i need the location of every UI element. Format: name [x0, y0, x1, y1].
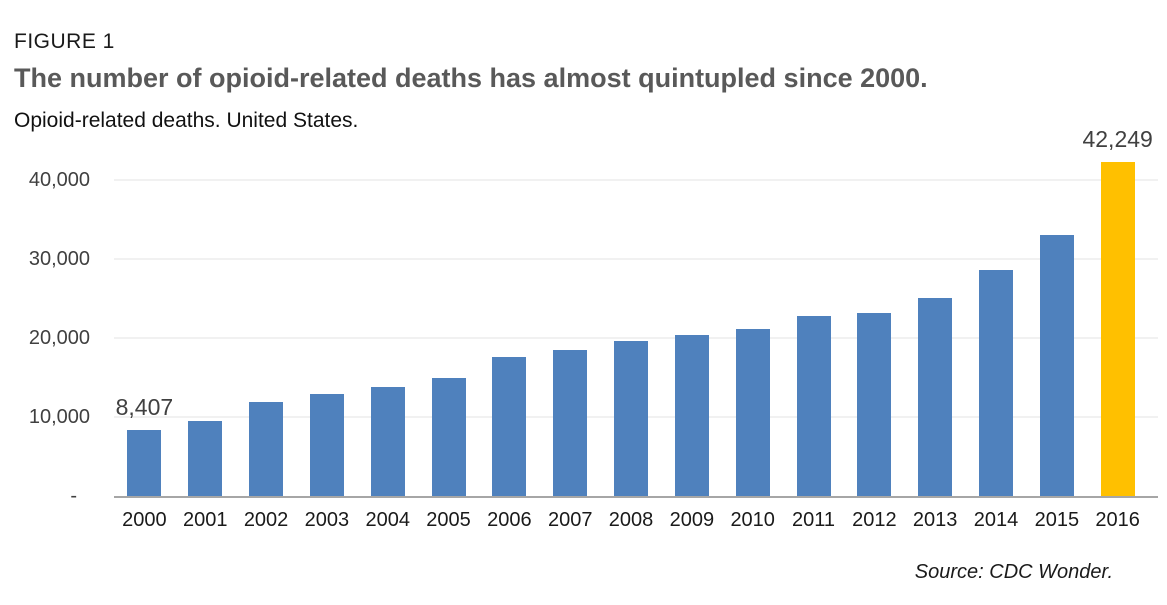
bar-2013: [918, 298, 953, 496]
x-tick-label-2015: 2015: [1034, 509, 1080, 531]
bar-slot-2009: [661, 180, 722, 496]
bar-2008: [614, 341, 649, 496]
x-tick-label-2009: 2009: [669, 509, 715, 531]
bar-slot-2002: [236, 180, 297, 496]
x-tick-label-2001: 2001: [182, 509, 228, 531]
x-tick-label-2000: 2000: [122, 509, 167, 531]
bar-2007: [553, 349, 588, 496]
x-tick-label-2008: 2008: [608, 509, 654, 531]
bar-slot-2012: [844, 180, 905, 496]
gridline: [114, 179, 1158, 181]
bar-slot-2001: [175, 180, 236, 496]
chart-title: The number of opioid-related deaths has …: [14, 63, 928, 93]
x-axis: 2000 2001 2002 2003 2004 2005 2006 2007 2008 2009…: [114, 509, 1148, 532]
bar-2003: [309, 393, 344, 496]
x-tick-label-2012: 2012: [852, 509, 897, 531]
value-label-2016: 42,249: [1082, 126, 1153, 153]
y-tick-label: 20,000: [28, 327, 90, 349]
bar-slot-2010: [722, 180, 783, 496]
x-tick-label-2005: 2005: [426, 509, 471, 531]
y-tick-label: 40,000: [28, 169, 90, 191]
x-tick-label-2013: 2013: [912, 509, 958, 531]
x-tick-label-2006: 2006: [487, 509, 532, 531]
x-tick-label-2002: 2002: [243, 509, 289, 531]
y-tick-label: 10,000: [28, 406, 90, 428]
bar-2010: [735, 329, 770, 496]
bar-slot-2014: [966, 180, 1027, 496]
bar-2009: [674, 334, 709, 496]
bar-slot-2007: [540, 180, 601, 496]
chart-subtitle: Opioid-related deaths. United States.: [14, 109, 359, 132]
bar-2014: [979, 269, 1013, 496]
bar-2011: [796, 316, 831, 496]
figure-label: FIGURE 1: [14, 30, 115, 53]
x-tick-label-2010: 2010: [730, 509, 775, 531]
x-tick-label-2007: 2007: [547, 509, 593, 531]
bar-slot-2016: 42,249: [1082, 126, 1153, 496]
bar-slot-2015: [1026, 180, 1087, 496]
x-tick-label-2011: 2011: [792, 509, 836, 531]
bar-slot-2000: 8,407: [114, 180, 175, 496]
x-tick-label-2014: 2014: [973, 509, 1019, 531]
bar-slot-2005: [418, 180, 479, 496]
y-tick-label: 30,000: [28, 248, 90, 270]
x-tick-label-2016: 2016: [1095, 509, 1140, 531]
value-label-2000: 8,407: [115, 393, 174, 420]
bar-slot-2004: [357, 180, 418, 496]
bar-2016: [1100, 162, 1135, 496]
bar-slot-2008: [601, 180, 662, 496]
gridline: [114, 337, 1158, 339]
bar-2006: [492, 357, 527, 496]
bar-slot-2006: [479, 180, 540, 496]
bar-2005: [431, 378, 466, 496]
bar-2015: [1039, 234, 1074, 496]
bar-slot-2013: [905, 180, 966, 496]
x-tick-label-2004: 2004: [365, 509, 410, 531]
bar-2012: [857, 313, 892, 496]
y-tick-label: -: [70, 485, 77, 507]
bar-slot-2003: [296, 180, 357, 496]
bar-slot-2011: [783, 180, 844, 496]
bar-2000: [127, 429, 162, 496]
bar-chart-plot-area: 8,407 42,249: [114, 126, 1158, 498]
x-axis-line: [114, 496, 1158, 498]
bar-series: 8,407 42,249: [114, 126, 1153, 496]
source-note: Source: CDC Wonder.: [914, 561, 1113, 583]
bar-2002: [249, 401, 284, 496]
bar-2001: [188, 421, 223, 496]
bar-2004: [370, 387, 405, 496]
x-tick-label-2003: 2003: [304, 509, 350, 531]
y-axis: 40,000 30,000 20,000 10,000 -: [0, 170, 90, 506]
gridline: [114, 258, 1158, 260]
